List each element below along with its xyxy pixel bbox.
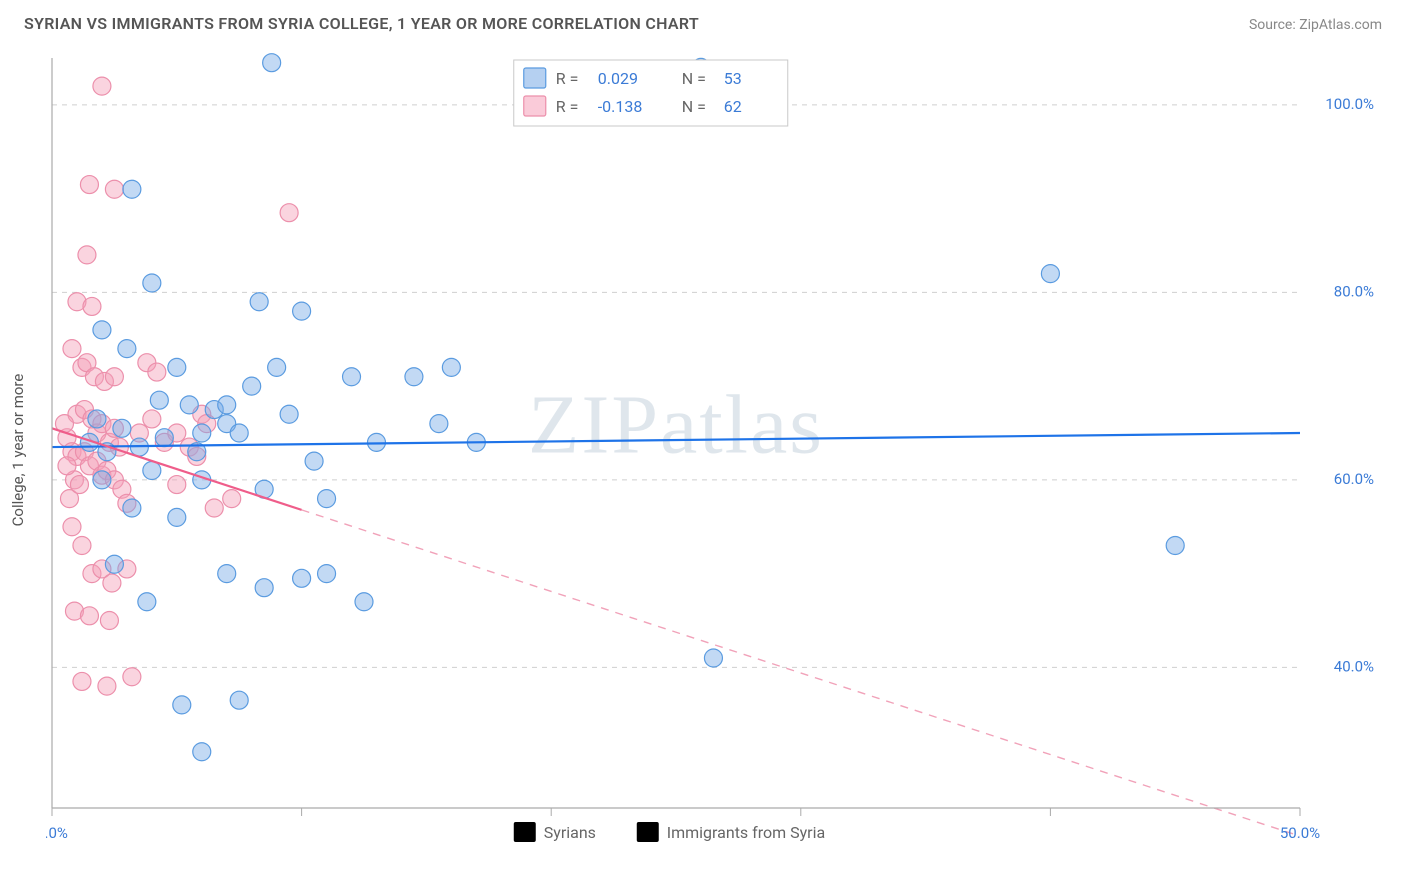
legend-n-label: N = bbox=[682, 69, 706, 88]
point-syrians bbox=[1166, 537, 1184, 555]
point-syrians bbox=[263, 54, 281, 72]
point-syrians bbox=[180, 396, 198, 414]
point-syrians bbox=[173, 696, 191, 714]
point-immigrants bbox=[63, 340, 81, 358]
point-syrians bbox=[105, 555, 123, 573]
ytick-label: 100.0% bbox=[1325, 95, 1374, 113]
source-name: ZipAtlas.com bbox=[1299, 17, 1382, 33]
point-syrians bbox=[168, 508, 186, 526]
point-immigrants bbox=[223, 490, 241, 508]
point-syrians bbox=[230, 691, 248, 709]
point-syrians bbox=[405, 368, 423, 386]
point-immigrants bbox=[83, 297, 101, 315]
legend-r-value-immigrants: -0.138 bbox=[598, 97, 643, 116]
point-syrians bbox=[168, 358, 186, 376]
point-syrians bbox=[143, 274, 161, 292]
point-immigrants bbox=[98, 677, 116, 695]
point-syrians bbox=[250, 293, 268, 311]
point-syrians bbox=[123, 499, 141, 517]
point-syrians bbox=[293, 569, 311, 587]
chart-title: SYRIAN VS IMMIGRANTS FROM SYRIA COLLEGE,… bbox=[24, 14, 699, 33]
point-immigrants bbox=[80, 607, 98, 625]
point-immigrants bbox=[123, 668, 141, 686]
point-syrians bbox=[318, 565, 336, 583]
point-immigrants bbox=[93, 77, 111, 95]
point-immigrants bbox=[73, 537, 91, 555]
point-syrians bbox=[218, 396, 236, 414]
ytick-label: 40.0% bbox=[1334, 657, 1374, 675]
point-immigrants bbox=[280, 204, 298, 222]
legend-r-value-syrians: 0.029 bbox=[598, 69, 638, 88]
point-syrians bbox=[93, 471, 111, 489]
legend-swatch-immigrants bbox=[524, 96, 546, 116]
point-syrians bbox=[155, 429, 173, 447]
point-syrians bbox=[193, 424, 211, 442]
watermark: ZIPatlas bbox=[528, 378, 824, 471]
point-syrians bbox=[230, 424, 248, 442]
xtick-label: 0.0% bbox=[46, 824, 68, 842]
point-immigrants bbox=[100, 612, 118, 630]
bottom-legend-label-syrians: Syrians bbox=[544, 823, 596, 842]
point-immigrants bbox=[143, 410, 161, 428]
scatter-plot: 40.0% 60.0% 80.0% 100.0% ZIPatlas 0.0% 50.0% R … bbox=[46, 48, 1386, 852]
point-syrians bbox=[318, 490, 336, 508]
point-immigrants bbox=[80, 176, 98, 194]
point-immigrants bbox=[58, 457, 76, 475]
point-syrians bbox=[255, 579, 273, 597]
point-syrians bbox=[138, 593, 156, 611]
chart-header: SYRIAN VS IMMIGRANTS FROM SYRIA COLLEGE,… bbox=[0, 0, 1406, 41]
legend-n-label: N = bbox=[682, 97, 706, 116]
ytick-label: 80.0% bbox=[1334, 282, 1374, 300]
point-immigrants bbox=[78, 246, 96, 264]
point-immigrants bbox=[205, 499, 223, 517]
trendline-immigrants-extrapolated bbox=[302, 510, 1300, 836]
point-syrians bbox=[218, 565, 236, 583]
legend-n-value-immigrants: 62 bbox=[724, 97, 742, 116]
point-syrians bbox=[88, 410, 106, 428]
source-attribution: Source: ZipAtlas.com bbox=[1249, 17, 1382, 33]
point-syrians bbox=[268, 358, 286, 376]
bottom-legend-swatch-syrians bbox=[514, 822, 536, 842]
xtick-label: 50.0% bbox=[1280, 824, 1320, 842]
source-prefix: Source: bbox=[1249, 17, 1299, 33]
point-syrians bbox=[123, 180, 141, 198]
point-syrians bbox=[118, 340, 136, 358]
point-immigrants bbox=[70, 476, 88, 494]
point-syrians bbox=[193, 743, 211, 761]
point-syrians bbox=[280, 405, 298, 423]
point-syrians bbox=[93, 321, 111, 339]
point-immigrants bbox=[168, 476, 186, 494]
point-syrians bbox=[243, 377, 261, 395]
point-immigrants bbox=[73, 672, 91, 690]
point-syrians bbox=[1041, 265, 1059, 283]
bottom-legend-swatch-immigrants bbox=[637, 822, 659, 842]
legend-r-label: R = bbox=[556, 97, 579, 116]
point-syrians bbox=[113, 419, 131, 437]
point-syrians bbox=[430, 415, 448, 433]
legend-n-value-syrians: 53 bbox=[724, 69, 742, 88]
ytick-label: 60.0% bbox=[1334, 470, 1374, 488]
y-axis-label: College, 1 year or more bbox=[9, 374, 27, 527]
legend-swatch-syrians bbox=[524, 68, 546, 88]
point-immigrants bbox=[105, 180, 123, 198]
bottom-legend-label-immigrants: Immigrants from Syria bbox=[667, 823, 825, 842]
point-syrians bbox=[143, 462, 161, 480]
point-syrians bbox=[150, 391, 168, 409]
point-syrians bbox=[305, 452, 323, 470]
chart-container: College, 1 year or more 40.0%60.0%80.0%1… bbox=[46, 48, 1386, 852]
legend-r-label: R = bbox=[556, 69, 579, 88]
point-immigrants bbox=[103, 574, 121, 592]
point-syrians bbox=[293, 302, 311, 320]
point-syrians bbox=[355, 593, 373, 611]
point-syrians bbox=[442, 358, 460, 376]
point-syrians bbox=[704, 649, 722, 667]
point-immigrants bbox=[148, 363, 166, 381]
point-immigrants bbox=[63, 518, 81, 536]
point-immigrants bbox=[105, 368, 123, 386]
correlation-legend: R = 0.029 N = 53 R = -0.138 N = 62 bbox=[514, 60, 788, 126]
point-syrians bbox=[343, 368, 361, 386]
